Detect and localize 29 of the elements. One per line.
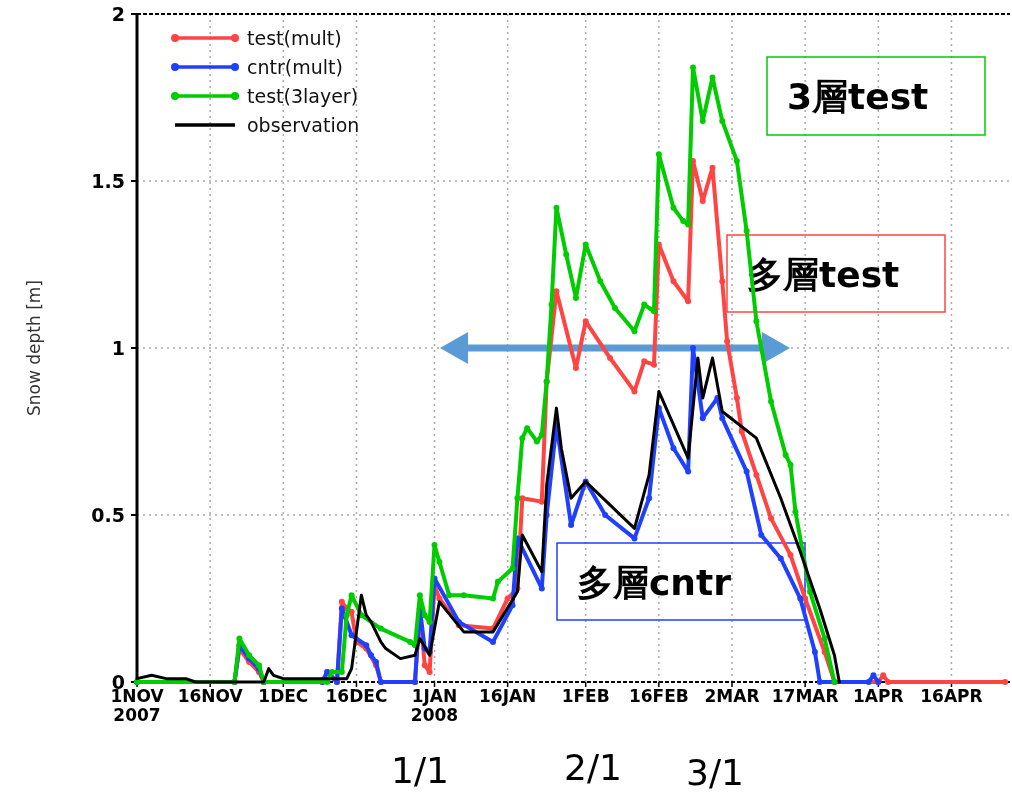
legend-label: cntr(mult) <box>247 56 343 78</box>
x-tick-label: 1DEC <box>258 686 309 706</box>
x-tick-label: 1APR <box>853 686 904 706</box>
text: 2/1 <box>564 747 622 788</box>
legend-item: cntr(mult) <box>171 56 343 78</box>
x-tick-label: 16NOV <box>177 686 244 706</box>
x-tick-label: 17MAR <box>771 686 839 706</box>
y-tick-label: 1 <box>111 337 125 359</box>
legend-label: observation <box>247 114 360 136</box>
x-tick-label: 2MAR <box>704 686 760 706</box>
legend-label: test(3layer) <box>247 85 359 107</box>
x-tick-label: 1JAN 2008 <box>410 686 459 725</box>
y-tick-label: 2 <box>111 3 125 25</box>
x-tick-label: 16APR <box>920 686 983 706</box>
y-tick-label: 0.5 <box>91 504 125 526</box>
legend-label: test(mult) <box>247 27 342 49</box>
text: 1/1 <box>391 750 449 791</box>
y-axis-title: Snow depth [m] <box>24 280 44 416</box>
legend-item: observation <box>175 114 360 136</box>
x-tick-label: 16DEC <box>325 686 388 706</box>
x-tick-label: 1FEB <box>561 686 610 706</box>
legend-item: test(mult) <box>171 27 342 49</box>
annotation: 多層cntr <box>577 561 732 603</box>
text: 3/1 <box>686 752 744 793</box>
legend-item: test(3layer) <box>171 85 359 107</box>
y-tick-label: 1.5 <box>91 170 125 192</box>
x-tick-label: 16FEB <box>628 686 689 706</box>
x-tick-label: 16JAN <box>478 686 537 706</box>
annotation: 3層test <box>787 76 929 117</box>
